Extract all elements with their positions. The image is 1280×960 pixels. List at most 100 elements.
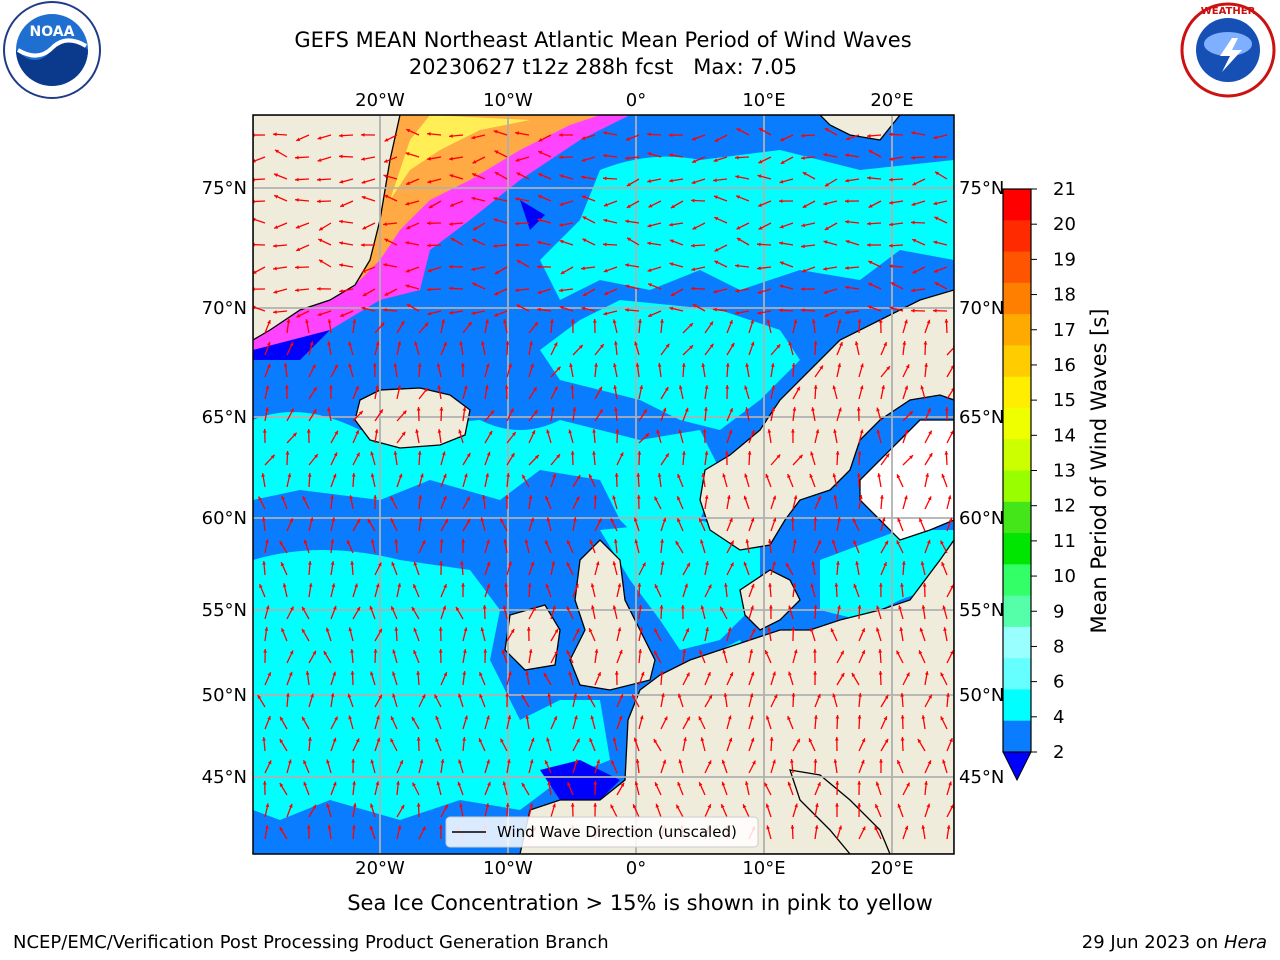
- wind-wave-arrowhead: [362, 292, 367, 296]
- wind-wave-arrowhead: [570, 385, 575, 389]
- wind-wave-arrowhead: [376, 737, 381, 742]
- wind-wave-arrowhead: [525, 715, 530, 719]
- wind-wave-arrowhead: [528, 649, 533, 653]
- wind-wave-arrowhead: [350, 671, 355, 675]
- wind-wave-arrowhead: [660, 539, 664, 543]
- wind-wave-arrowhead: [638, 319, 642, 323]
- wind-wave-arrowhead: [472, 173, 477, 177]
- wind-wave-arrowhead: [792, 583, 797, 587]
- wind-wave-arrowhead: [352, 319, 357, 323]
- wind-wave-arrowhead: [924, 671, 929, 675]
- wind-wave-arrowhead: [575, 496, 580, 501]
- wind-wave-arrowhead: [413, 584, 417, 589]
- wind-wave-arrowhead: [730, 562, 734, 567]
- wind-wave-arrowhead: [273, 266, 277, 271]
- wind-wave-arrowhead: [927, 760, 932, 765]
- great-britain: [569, 539, 656, 691]
- wind-wave-arrowhead: [647, 241, 651, 246]
- wind-wave-arrowhead: [704, 385, 709, 389]
- wind-wave-arrowhead: [373, 649, 378, 653]
- wind-wave-arrowhead: [861, 738, 866, 743]
- wind-wave-arrowhead: [835, 451, 840, 455]
- wind-wave-arrowhead: [889, 157, 894, 161]
- wind-wave-arrowhead: [880, 495, 884, 499]
- wind-wave-arrowhead: [766, 825, 770, 830]
- footer-host: Hera: [1223, 932, 1267, 953]
- wind-wave-arrowhead: [392, 671, 396, 676]
- wind-wave-arrowhead: [928, 430, 932, 435]
- wind-wave-arrowhead: [749, 649, 754, 654]
- wind-wave-arrowhead: [361, 157, 365, 161]
- wind-wave-arrowhead: [312, 650, 316, 655]
- lat-label: 70°N: [202, 298, 247, 319]
- wind-wave-arrowhead: [326, 803, 330, 808]
- wind-wave-arrowhead: [845, 310, 849, 315]
- lon-label: 20°E: [870, 90, 913, 111]
- wind-wave-arrowhead: [397, 583, 402, 588]
- wind-wave-arrowhead: [758, 159, 763, 164]
- wind-wave-arrowhead: [392, 693, 396, 698]
- wind-wave-arrowhead: [780, 137, 785, 141]
- colorbar-tick-label: 18: [1053, 285, 1076, 306]
- wind-wave-arrowhead: [751, 628, 756, 633]
- wind-wave-arrowhead: [692, 226, 697, 230]
- wind-wave-arrowhead: [700, 605, 705, 610]
- wind-wave-arrowhead: [923, 341, 928, 345]
- wind-wave-arrowhead: [678, 385, 683, 390]
- wind-wave-arrowhead: [707, 672, 711, 676]
- wind-wave-arrowhead: [845, 178, 849, 183]
- wind-wave-arrowhead: [262, 781, 267, 785]
- wind-wave-arrowhead: [384, 138, 389, 142]
- wind-wave-arrowhead: [613, 539, 618, 543]
- wind-wave-arrowhead: [788, 671, 792, 676]
- wind-wave-arrowhead: [730, 540, 734, 545]
- wind-wave-arrowhead: [265, 825, 269, 829]
- wind-wave-arrowhead: [713, 307, 717, 312]
- wind-wave-arrowhead: [380, 322, 385, 327]
- wind-wave-arrowhead: [303, 781, 308, 786]
- wind-wave-arrowhead: [273, 290, 278, 294]
- wind-wave-arrowhead: [351, 759, 356, 763]
- wind-wave-arrowhead: [634, 781, 639, 786]
- wind-wave-arrowhead: [639, 715, 644, 720]
- wind-wave-arrowhead: [481, 341, 485, 346]
- wind-wave-arrowhead: [450, 238, 455, 242]
- wind-wave-arrowhead: [570, 451, 575, 455]
- wind-wave-arrowhead: [546, 517, 551, 522]
- wind-wave-arrowhead: [459, 803, 463, 808]
- wind-wave-arrowhead: [662, 517, 667, 522]
- wind-wave-arrowhead: [441, 451, 446, 456]
- wind-wave-arrowhead: [802, 204, 807, 208]
- wind-wave-arrowhead: [486, 561, 491, 566]
- wind-wave-arrowhead: [440, 759, 445, 763]
- wind-wave-arrowhead: [833, 429, 837, 433]
- wind-wave-arrowhead: [508, 671, 512, 676]
- wind-wave-arrowhead: [331, 517, 336, 522]
- wind-wave-arrowhead: [378, 562, 382, 567]
- wind-wave-arrowhead: [295, 177, 299, 182]
- wind-wave-arrowhead: [669, 306, 674, 311]
- wind-wave-arrowhead: [796, 386, 800, 391]
- colorbar-tick-label: 12: [1053, 496, 1076, 517]
- wind-wave-arrowhead: [317, 158, 322, 162]
- wind-wave-arrowhead: [713, 158, 718, 162]
- wind-wave-arrowhead: [677, 518, 681, 523]
- wind-wave-arrowhead: [480, 627, 485, 632]
- wind-wave-arrowhead: [554, 650, 558, 655]
- wind-wave-arrowhead: [352, 825, 356, 829]
- wind-wave-arrowhead: [900, 737, 905, 741]
- wind-wave-arrowhead: [660, 561, 665, 565]
- wind-wave-arrowhead: [384, 292, 389, 296]
- wind-wave-arrowhead: [692, 159, 697, 163]
- wind-wave-arrowhead: [537, 264, 541, 269]
- wind-wave-arrowhead: [295, 198, 299, 202]
- wind-wave-arrowhead: [471, 135, 476, 140]
- wind-wave-arrowhead: [689, 345, 694, 350]
- wind-wave-arrowhead: [568, 671, 573, 676]
- map-subtitle: 20230627 t12z 288h fcst Max: 7.05: [408, 55, 798, 79]
- wind-wave-arrowhead: [458, 759, 462, 764]
- wind-wave-arrowhead: [686, 672, 690, 677]
- wind-wave-arrowhead: [417, 451, 422, 455]
- colorbar-label: Mean Period of Wind Waves [s]: [1087, 309, 1111, 634]
- colorbar-tick-label: 9: [1053, 601, 1064, 622]
